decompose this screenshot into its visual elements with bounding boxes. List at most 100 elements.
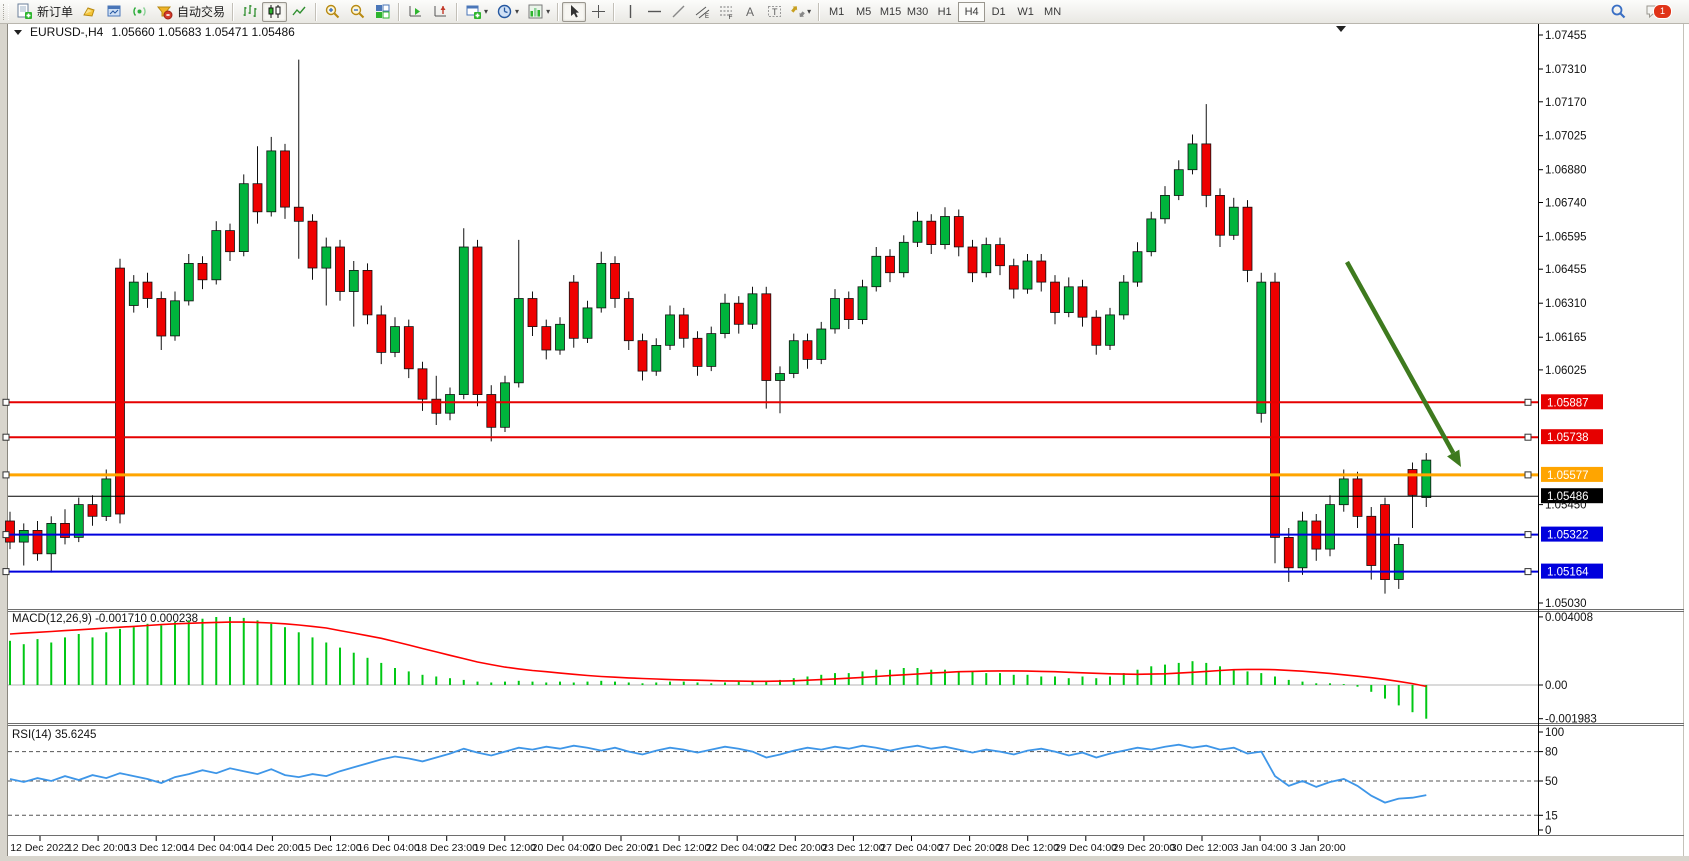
tf-m30-button[interactable]: M30 [906, 5, 929, 18]
svg-text:F: F [728, 14, 732, 19]
candle [967, 239, 978, 283]
objects-dropdown-icon[interactable] [14, 30, 22, 35]
time-tick-label: 14 Dec 20:00 [241, 842, 304, 854]
price-line-label-text: 1.05887 [1547, 397, 1589, 409]
chart-shift-button[interactable] [428, 2, 453, 22]
new-order-icon [17, 3, 32, 19]
chart-bars-button[interactable] [237, 2, 262, 22]
candle [1187, 134, 1198, 175]
crosshair-icon [591, 5, 605, 18]
bottom-window-edge [0, 856, 1689, 861]
line-drag-handle[interactable] [2, 531, 10, 539]
line-drag-handle[interactable] [1524, 471, 1532, 479]
tf-m15-button[interactable]: M15 [879, 5, 902, 18]
auto-scroll-button[interactable] [403, 2, 428, 22]
line-drag-handle[interactable] [1524, 568, 1532, 576]
chart-title-group[interactable]: EURUSD-,H4 1.05660 1.05683 1.05471 1.0548… [14, 25, 295, 39]
text-label-tool[interactable]: T [762, 2, 786, 22]
dropdown-caret: ▾ [515, 7, 520, 16]
candle [238, 174, 249, 257]
candle [1366, 507, 1377, 580]
price-line-label [1541, 394, 1603, 410]
line-drag-handle[interactable] [2, 568, 10, 576]
symbols-button[interactable] [77, 2, 102, 22]
support-resistance-line[interactable] [2, 433, 1538, 441]
auto-scroll-icon [409, 6, 422, 17]
signals-button[interactable] [127, 2, 152, 22]
candle [898, 235, 909, 278]
vertical-line-tool[interactable] [618, 2, 642, 22]
cursor-tool-button[interactable] [562, 1, 587, 22]
price-axis[interactable]: 1.05887 1.05738 1.05577 1.05486 1.05322 1.051… [1538, 30, 1603, 610]
candle [665, 305, 675, 350]
candle [1256, 272, 1267, 423]
tf-d1-button[interactable]: D1 [991, 5, 1006, 18]
arrow-shaft[interactable] [1345, 260, 1456, 455]
new-order-label: 新订单 [37, 5, 74, 19]
chart-candles-button[interactable] [262, 1, 288, 22]
candle [335, 239, 345, 301]
candle [926, 214, 937, 254]
tf-w1-button[interactable]: W1 [1017, 5, 1034, 18]
panel-separators[interactable] [8, 609, 1684, 836]
toolbar-grip[interactable] [3, 3, 9, 20]
tf-h4-button[interactable]: H4 [958, 1, 986, 22]
notifications-button[interactable]: 1 [1641, 2, 1672, 22]
trendline-tool[interactable] [666, 2, 690, 22]
candle [637, 333, 648, 381]
tf-m1-button[interactable]: M1 [828, 5, 845, 18]
horizontal-line-tool[interactable] [642, 2, 666, 22]
support-resistance-line[interactable] [2, 531, 1538, 539]
tf-mn-button[interactable]: MN [1044, 5, 1062, 18]
tf-h1-button[interactable]: H1 [937, 5, 952, 18]
time-tick-label: 22 Dec 04:00 [706, 842, 769, 854]
line-drag-handle[interactable] [2, 433, 10, 441]
scroll-end-marker-icon[interactable] [1336, 26, 1346, 32]
macd-axis-label: 0.004008 [1545, 612, 1593, 624]
channel-tool[interactable]: E [690, 2, 714, 22]
line-drag-handle[interactable] [1524, 531, 1532, 539]
new-chart-button[interactable]: ▾ [461, 2, 492, 22]
search-button[interactable] [1606, 2, 1631, 22]
zoom-out-button[interactable] [345, 2, 370, 22]
chart-title: EURUSD-,H4 1.05660 1.05683 1.05471 1.0548… [30, 25, 295, 39]
new-order-button[interactable]: 新订单 [12, 2, 77, 22]
rsi-panel: 100 80 50 15 0 [8, 727, 1564, 837]
chart-line-button[interactable] [287, 2, 312, 22]
price-line-label-text: 1.05577 [1547, 470, 1589, 482]
price-line-label [1541, 526, 1603, 542]
rsi-line [9, 743, 1427, 804]
line-drag-handle[interactable] [1524, 433, 1532, 441]
text-tool[interactable]: A [738, 2, 762, 22]
tile-windows-button[interactable] [370, 2, 395, 22]
candle [651, 338, 662, 376]
support-resistance-line[interactable] [2, 471, 1538, 479]
candle [156, 291, 167, 350]
candle [348, 261, 359, 327]
support-resistance-line[interactable] [2, 568, 1538, 576]
arrow-head[interactable] [1447, 449, 1461, 467]
zoom-in-button[interactable] [320, 2, 345, 22]
arrows-tool[interactable]: ▾ [786, 2, 815, 22]
templates-button[interactable]: ▾ [523, 2, 554, 22]
autotrade-button[interactable]: 自动交易 [152, 2, 229, 22]
horizontal-lines[interactable] [2, 398, 1538, 576]
line-drag-handle[interactable] [2, 398, 10, 406]
periods-button[interactable]: ▾ [492, 2, 523, 22]
crosshair-tool-button[interactable] [586, 2, 610, 22]
notification-badge: 1 [1653, 3, 1672, 19]
fibonacci-tool[interactable]: F [714, 2, 738, 22]
time-tick-label: 29 Dec 04:00 [1055, 842, 1118, 854]
line-drag-handle[interactable] [2, 471, 10, 479]
history-center-button[interactable] [102, 2, 127, 22]
trend-arrow-annotation[interactable] [1345, 260, 1461, 467]
support-resistance-line[interactable] [2, 398, 1538, 406]
candle [623, 291, 634, 350]
line-drag-handle[interactable] [1524, 398, 1532, 406]
price-line-label [1541, 563, 1603, 579]
candle [802, 333, 813, 369]
tf-m5-button[interactable]: M5 [855, 5, 872, 18]
candle [527, 291, 538, 336]
